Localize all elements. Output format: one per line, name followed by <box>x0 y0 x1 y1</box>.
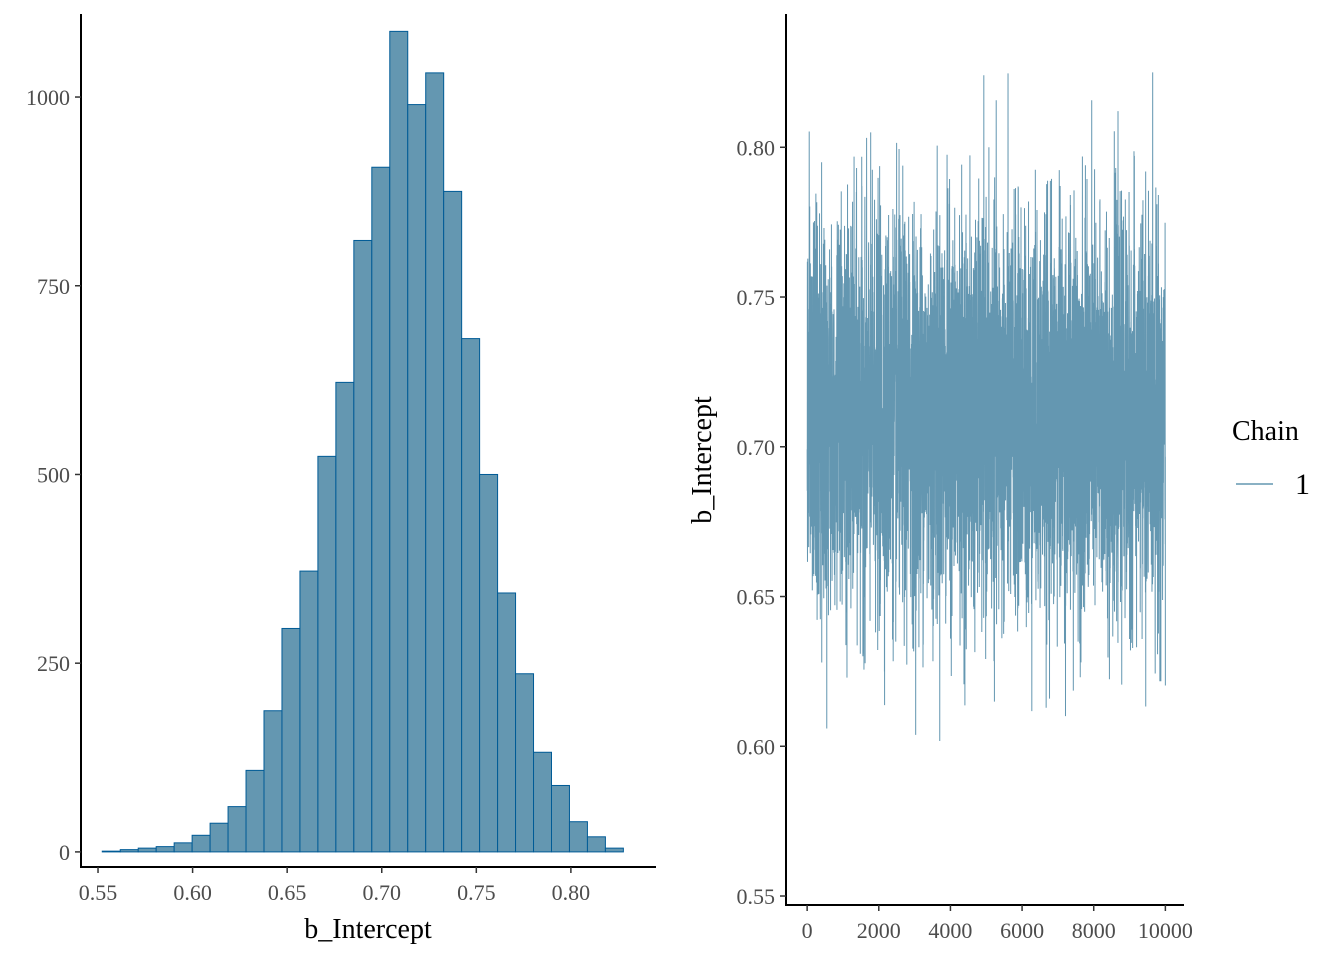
trace-panel: 0 2000 4000 6000 8000 10000 0.550.600.650.700… <box>687 14 1193 943</box>
histogram-bar <box>533 751 552 853</box>
histogram-bar <box>227 806 247 853</box>
histogram-bar <box>353 239 373 853</box>
trace-y-tick-label: 0.70 <box>737 435 776 460</box>
legend: Chain 1 <box>1232 416 1310 501</box>
histogram-bar <box>101 850 121 853</box>
histogram-bar <box>299 570 319 853</box>
histogram-bar <box>443 190 463 853</box>
histogram-x-ticks: 0.55 0.60 0.65 0.70 0.75 0.80 <box>79 867 590 905</box>
legend-label-chain-1: 1 <box>1295 468 1310 501</box>
histogram-bar <box>317 455 337 853</box>
trace-y-ticks: 0.55 0.60 0.65 0.70 0.75 0.80 <box>737 135 786 909</box>
trace-y-axis-title: b_Intercept <box>687 396 718 524</box>
histogram-y-ticks: 0 250 500 750 1000 <box>26 85 81 865</box>
histogram-y-tick-label: 0 <box>59 840 70 865</box>
histogram-x-tick-label: 0.70 <box>362 880 401 905</box>
histogram-x-tick-label: 0.55 <box>79 880 118 905</box>
histogram-bar <box>425 72 445 853</box>
histogram-bars <box>101 30 624 853</box>
trace-x-tick-label: 2000 <box>857 918 901 943</box>
histogram-bar <box>191 834 211 853</box>
legend-title: Chain <box>1232 416 1299 447</box>
trace-x-tick-label: 6000 <box>1000 918 1044 943</box>
trace-y-tick-label: 0.65 <box>737 585 776 610</box>
histogram-bar <box>586 836 606 853</box>
histogram-x-axis-title: b_Intercept <box>304 914 432 945</box>
histogram-panel: 0.55 0.60 0.65 0.70 0.75 0.80 02505007501000 … <box>26 14 656 945</box>
histogram-bar <box>335 381 355 853</box>
histogram-bar <box>245 769 265 853</box>
histogram-bar <box>119 849 139 853</box>
histogram-bar <box>479 473 499 853</box>
trace-y-tick-label: 0.75 <box>737 285 776 310</box>
histogram-y-tick-label: 500 <box>37 462 70 487</box>
trace-x-tick-label: 8000 <box>1072 918 1116 943</box>
trace-y-tick-label: 0.60 <box>737 734 776 759</box>
histogram-bar <box>155 846 175 853</box>
histogram-bar <box>371 166 391 853</box>
histogram-bar <box>389 30 409 853</box>
histogram-x-tick-label: 0.65 <box>268 880 307 905</box>
histogram-bar <box>281 627 301 853</box>
histogram-bar <box>263 710 283 853</box>
histogram-bar <box>497 592 517 853</box>
trace-x-tick-label: 0 <box>802 918 813 943</box>
histogram-bar <box>550 784 570 853</box>
histogram-bar <box>209 822 229 853</box>
histogram-bar <box>137 847 157 853</box>
histogram-bar <box>173 842 193 853</box>
trace-line-chain-1 <box>806 72 1166 741</box>
histogram-bar <box>515 673 535 853</box>
trace-x-ticks: 0 2000 4000 6000 8000 10000 <box>802 905 1193 943</box>
histogram-y-tick-label: 750 <box>37 274 70 299</box>
trace-y-tick-label: 0.80 <box>737 135 776 160</box>
trace-y-tick-label: 0.55 <box>737 884 776 909</box>
histogram-bar <box>604 847 624 853</box>
histogram-bar <box>461 338 481 853</box>
histogram-y-tick-label: 250 <box>37 651 70 676</box>
trace-x-tick-label: 4000 <box>928 918 972 943</box>
histogram-bar <box>568 821 588 853</box>
histogram-bar <box>407 104 427 853</box>
histogram-x-tick-label: 0.60 <box>173 880 212 905</box>
trace-x-tick-label: 10000 <box>1138 918 1193 943</box>
histogram-y-tick-label: 1000 <box>26 85 70 110</box>
histogram-x-tick-label: 0.80 <box>552 880 591 905</box>
histogram-x-tick-label: 0.75 <box>457 880 496 905</box>
